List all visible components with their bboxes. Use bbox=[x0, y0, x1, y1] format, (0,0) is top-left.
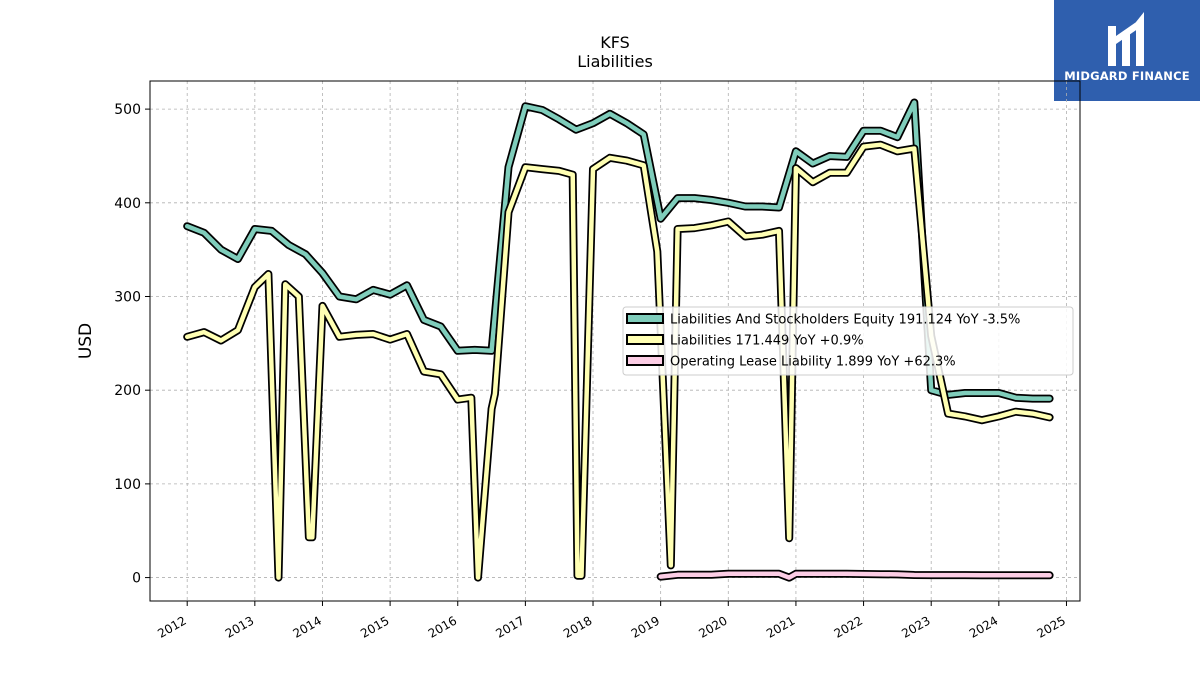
y-tick-label: 300 bbox=[114, 289, 141, 305]
legend-label-0: Liabilities And Stockholders Equity 191.… bbox=[670, 313, 1020, 328]
legend-swatch-2 bbox=[626, 355, 664, 366]
brand-name: MIDGARD FINANCE bbox=[1064, 69, 1190, 83]
x-tick-label: 2018 bbox=[561, 613, 594, 640]
x-tick-label: 2014 bbox=[291, 613, 324, 640]
x-tick-label: 2016 bbox=[426, 613, 459, 640]
x-tick-label: 2025 bbox=[1035, 613, 1068, 640]
x-tick-label: 2012 bbox=[155, 613, 188, 640]
legend-swatch-0 bbox=[626, 313, 664, 324]
x-tick-label: 2017 bbox=[493, 613, 526, 640]
x-tick-label: 2020 bbox=[696, 613, 729, 640]
y-tick-label: 100 bbox=[114, 477, 141, 493]
legend-label-2: Operating Lease Liability 1.899 YoY +62.… bbox=[670, 355, 956, 370]
y-tick-label: 400 bbox=[114, 196, 141, 212]
y-tick-label: 200 bbox=[114, 383, 141, 399]
chart-subtitle: Liabilities bbox=[577, 52, 653, 71]
series-line-1 bbox=[184, 142, 1052, 580]
x-tick-label: 2022 bbox=[832, 613, 865, 640]
chart-title: KFS bbox=[600, 33, 630, 52]
y-tick-label: 500 bbox=[114, 102, 141, 118]
x-tick-label: 2024 bbox=[967, 613, 1000, 640]
legend: Liabilities And Stockholders Equity 191.… bbox=[622, 306, 1074, 376]
x-tick-label: 2023 bbox=[899, 613, 932, 640]
series-line-0 bbox=[184, 100, 1052, 401]
x-tick-label: 2013 bbox=[223, 613, 256, 640]
brand-logo: MIDGARD FINANCE bbox=[1054, 0, 1200, 101]
legend-box bbox=[622, 306, 1074, 376]
y-axis-label: USD bbox=[76, 323, 96, 359]
grid-lines bbox=[150, 81, 1080, 601]
y-tick-label: 0 bbox=[132, 571, 141, 587]
brand-mark-icon bbox=[1108, 12, 1144, 66]
plot-frame bbox=[149, 80, 1081, 602]
legend-label-1: Liabilities 171.449 YoY +0.9% bbox=[670, 334, 864, 349]
x-tick-label: 2019 bbox=[629, 613, 662, 640]
series-lines bbox=[183, 98, 1054, 582]
series-line-2 bbox=[658, 571, 1052, 580]
legend-swatch-1 bbox=[626, 334, 664, 345]
x-tick-label: 2015 bbox=[358, 613, 391, 640]
x-tick-label: 2021 bbox=[764, 613, 797, 640]
